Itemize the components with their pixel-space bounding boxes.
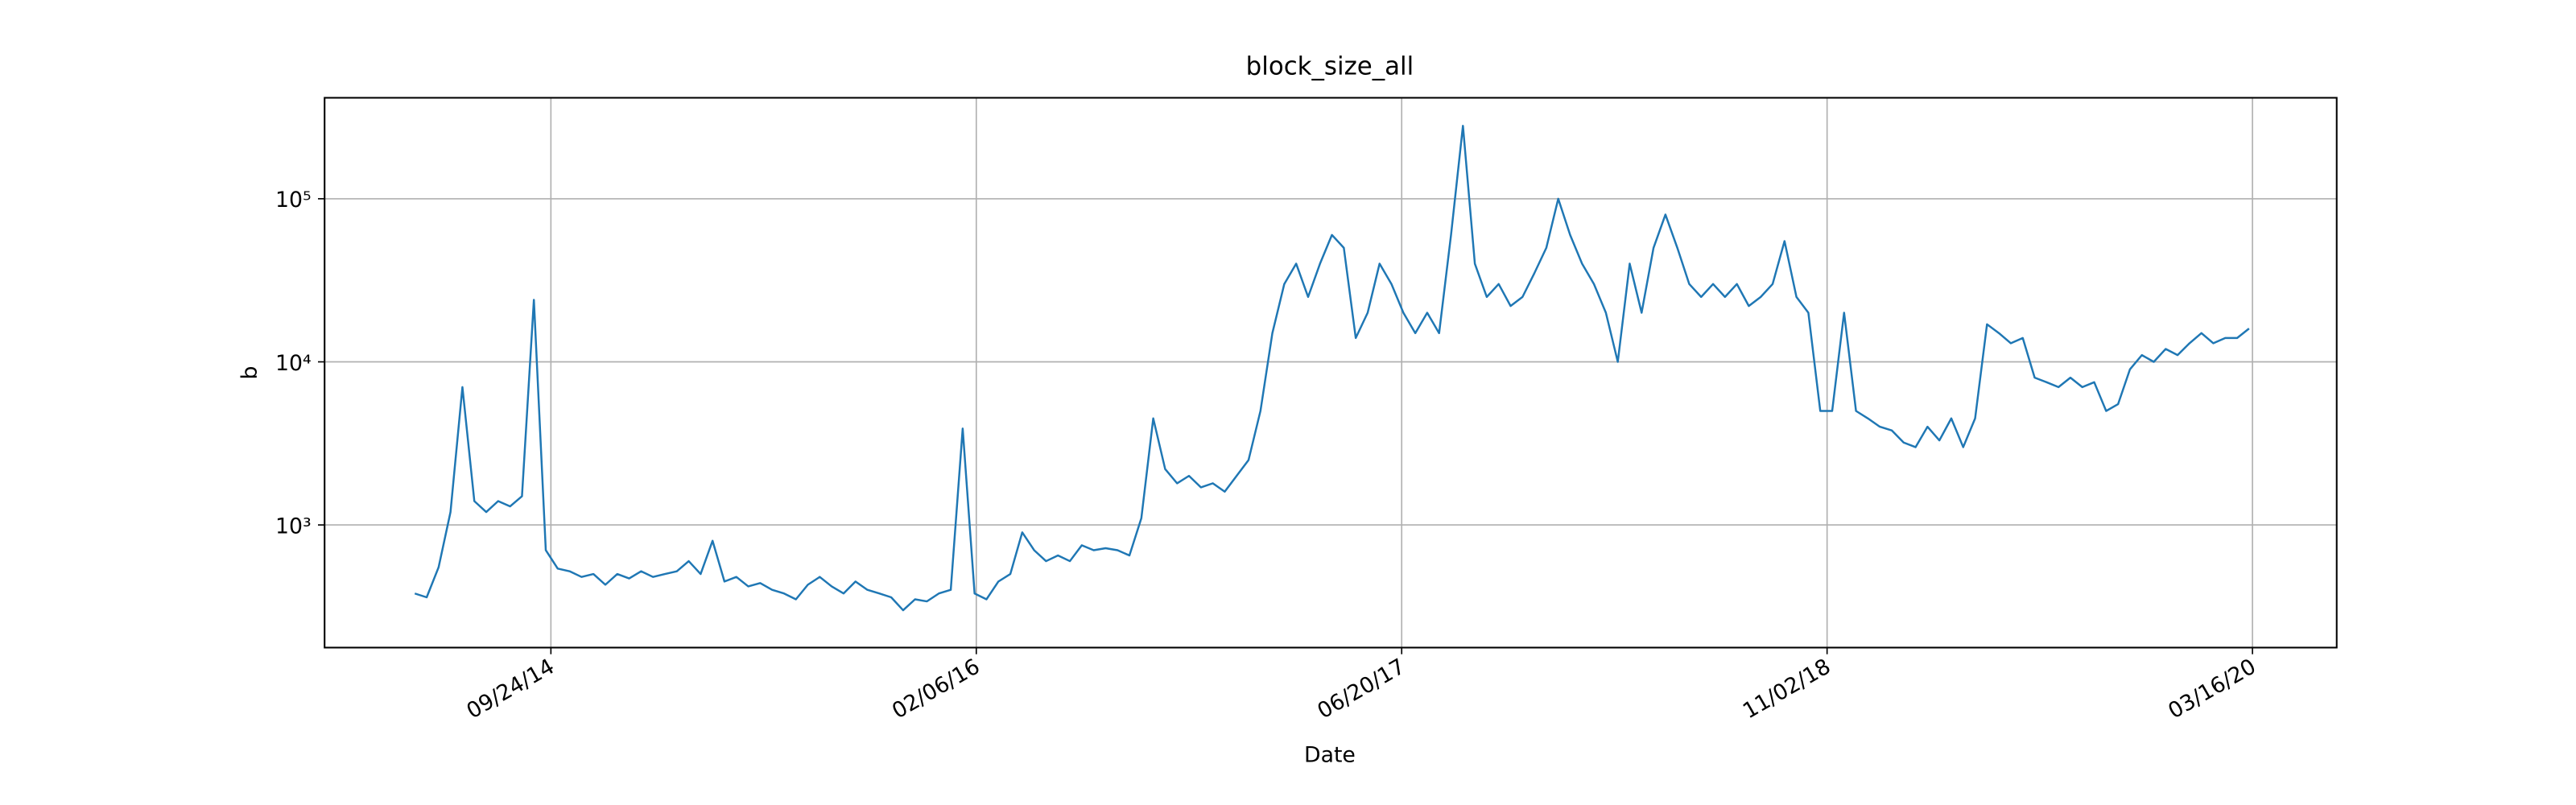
x-tick-label: 06/20/17 <box>1313 654 1409 724</box>
data-line <box>414 125 2250 612</box>
chart-title: block_size_all <box>1246 52 1414 81</box>
x-tick-label: 02/06/16 <box>888 654 984 724</box>
y-axis-label: b <box>237 365 262 379</box>
x-tick-label: 03/16/20 <box>2164 654 2260 724</box>
plot-frame <box>324 97 2338 649</box>
x-tick-label: 11/02/18 <box>1739 654 1835 724</box>
y-tick-label: 10³ <box>275 514 312 539</box>
y-tick-label: 10⁵ <box>275 188 312 213</box>
x-axis-label: Date <box>1304 742 1356 767</box>
y-tick-label: 10⁴ <box>275 351 312 376</box>
x-tick-label: 09/24/14 <box>463 654 559 724</box>
